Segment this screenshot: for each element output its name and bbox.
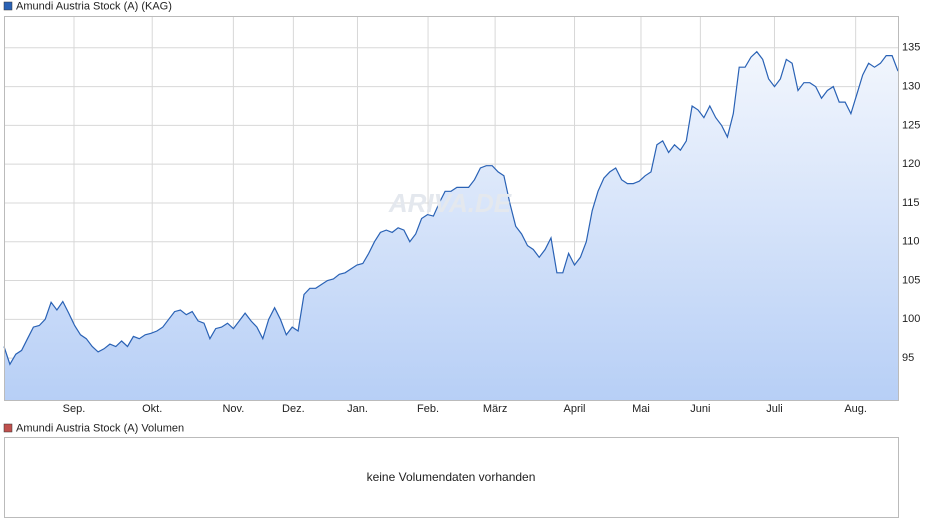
line <box>3 50 899 366</box>
x-tick-label: Feb. <box>417 403 439 415</box>
x-tick-label: Sep. <box>63 403 86 415</box>
plot-frame <box>4 16 899 401</box>
y-tick-label: 95 <box>902 352 914 364</box>
x-tick-label: Mai <box>632 403 650 415</box>
x-tick-label: Dez. <box>282 403 305 415</box>
legend-swatch <box>3 1 13 11</box>
y-tick-label: 135 <box>902 42 920 54</box>
x-tick-label: Juli <box>766 403 783 415</box>
x-tick-label: Nov. <box>222 403 244 415</box>
y-tick-label: 120 <box>902 158 920 170</box>
watermark: ARIVA.DE <box>388 188 512 218</box>
x-tick-label: Jan. <box>347 403 368 415</box>
volume-message: keine Volumendaten vorhanden <box>367 470 536 484</box>
area <box>4 51 898 400</box>
y-tick-label: 130 <box>902 81 920 93</box>
volume-frame <box>4 437 899 518</box>
x-tick-label: Aug. <box>844 403 867 415</box>
x-tick-label: Juni <box>690 403 710 415</box>
volume-legend-label: Amundi Austria Stock (A) Volumen <box>16 422 184 434</box>
legend-label: Amundi Austria Stock (A) (KAG) <box>16 0 172 12</box>
x-tick-label: April <box>564 403 586 415</box>
x-tick-label: März <box>483 403 507 415</box>
y-tick-label: 115 <box>902 197 920 209</box>
legend-swatch <box>3 423 13 433</box>
y-tick-label: 110 <box>902 236 920 248</box>
y-tick-label: 125 <box>902 119 920 131</box>
y-tick-label: 105 <box>902 274 920 286</box>
x-tick-label: Okt. <box>142 403 162 415</box>
y-tick-label: 100 <box>902 313 920 325</box>
